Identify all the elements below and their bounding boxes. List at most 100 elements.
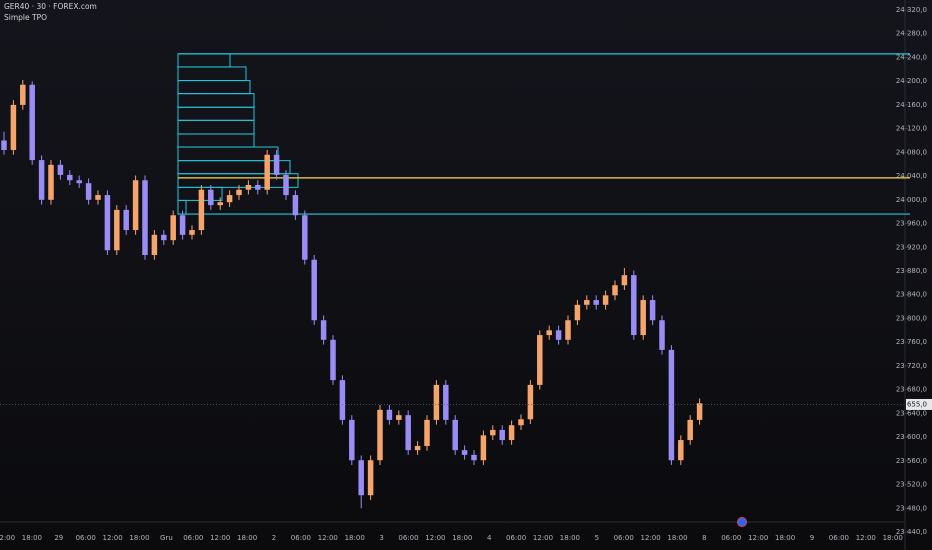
x-tick-label: 12:00 — [748, 534, 768, 542]
candle-body — [311, 259, 317, 321]
candle-body — [179, 215, 186, 235]
x-tick-label: 06:00 — [291, 534, 311, 542]
x-tick-label: 12:00 — [210, 534, 230, 542]
x-tick-label: 3 — [379, 534, 383, 542]
x-tick-label: 18:00 — [22, 534, 42, 542]
x-tick-label: 18:00 — [560, 534, 580, 542]
x-tick-label: 12:00 — [533, 534, 553, 542]
x-tick-label: 18:00 — [129, 534, 149, 542]
candle-body — [264, 154, 270, 190]
y-tick-label: 23 800,0 — [896, 314, 927, 322]
x-tick-label: 9 — [810, 534, 814, 542]
candle-body — [358, 460, 364, 496]
candle-body — [471, 454, 477, 461]
candle-body — [67, 174, 73, 181]
candle-body — [574, 304, 581, 321]
candle-body — [161, 234, 167, 241]
x-tick-label: 12:00 — [0, 534, 15, 542]
y-tick-label: 24 040,0 — [896, 172, 927, 180]
candle-body — [405, 415, 411, 451]
candle-body — [114, 209, 120, 251]
candle-body — [189, 230, 195, 235]
x-tick-label: Gru — [160, 534, 173, 542]
candle-body — [527, 384, 534, 420]
candle-body — [292, 195, 299, 216]
candle-body — [593, 300, 599, 305]
candle-body — [273, 154, 280, 175]
x-tick-label: 5 — [595, 534, 599, 542]
candle-body — [659, 320, 665, 350]
y-tick-label: 23 600,0 — [896, 433, 927, 441]
candle-body — [649, 300, 656, 321]
y-tick-label: 24 280,0 — [896, 30, 927, 38]
candle-body — [555, 330, 562, 340]
x-tick-label: 06:00 — [76, 534, 96, 542]
candle-body — [499, 429, 505, 441]
x-tick-label: 2 — [272, 534, 276, 542]
y-tick-label: 23 440,0 — [896, 528, 927, 536]
candle-body — [367, 460, 374, 496]
candle-body — [245, 184, 252, 190]
x-tick-label: 18:00 — [452, 534, 472, 542]
x-tick-label: 12:00 — [856, 534, 876, 542]
x-tick-label: 06:00 — [398, 534, 418, 542]
candle-body — [602, 295, 609, 305]
candle-body — [85, 183, 92, 200]
y-tick-label: 23 880,0 — [896, 267, 927, 275]
chart-title: GER40 · 30 · FOREX.com — [4, 2, 97, 11]
candle-body — [480, 435, 487, 461]
candle-body — [546, 330, 552, 336]
y-tick-label: 23 520,0 — [896, 481, 927, 489]
x-tick-label: 18:00 — [667, 534, 687, 542]
last-price-box — [906, 398, 932, 410]
x-tick-label: 06:00 — [614, 534, 634, 542]
x-tick-label: 18:00 — [775, 534, 795, 542]
candle-body — [142, 180, 148, 255]
candle-body — [584, 300, 590, 305]
y-tick-label: 23 720,0 — [896, 362, 927, 370]
candle-body — [461, 450, 468, 455]
x-tick-label: 12:00 — [641, 534, 661, 542]
x-tick-label: 06:00 — [721, 534, 741, 542]
candle-body — [151, 234, 158, 255]
candle-body — [76, 180, 82, 184]
candle-body — [621, 275, 628, 286]
candle-body — [198, 189, 205, 231]
candle-body — [123, 209, 129, 231]
candle-body — [424, 419, 430, 446]
y-tick-label: 23 920,0 — [896, 243, 927, 251]
candle-body — [678, 440, 684, 461]
candle-body — [396, 415, 402, 420]
candle-body — [687, 419, 693, 441]
candle-body — [640, 300, 646, 336]
candle-body — [377, 409, 383, 461]
x-tick-label: 12:00 — [103, 534, 123, 542]
candle-body — [95, 195, 101, 200]
candle-body — [48, 164, 54, 200]
candle-body — [537, 335, 543, 385]
candle-body — [170, 215, 176, 241]
candle-body — [490, 429, 496, 436]
x-tick-label: 06:00 — [183, 534, 203, 542]
x-tick-label: 18:00 — [345, 534, 365, 542]
candle-body — [57, 164, 64, 175]
candle-body — [208, 189, 214, 206]
candle-body — [132, 180, 139, 231]
y-tick-label: 23 840,0 — [896, 291, 927, 299]
candle-body — [339, 380, 346, 420]
logo — [737, 517, 747, 527]
y-tick-label: 23 680,0 — [896, 386, 927, 394]
candle-body — [236, 189, 242, 196]
y-tick-label: 24 160,0 — [896, 101, 927, 109]
candle-body — [349, 419, 355, 461]
y-tick-label: 23 640,0 — [896, 409, 927, 417]
x-tick-label: 12:00 — [318, 534, 338, 542]
candle-body — [10, 104, 17, 150]
candle-body — [29, 84, 35, 161]
candle-body — [217, 202, 223, 206]
y-tick-label: 23 560,0 — [896, 457, 927, 465]
candle-body — [283, 174, 289, 196]
plot: 24 320,0 24 280,0 24 240,0 24 200,0 24 160,0… — [0, 6, 932, 542]
